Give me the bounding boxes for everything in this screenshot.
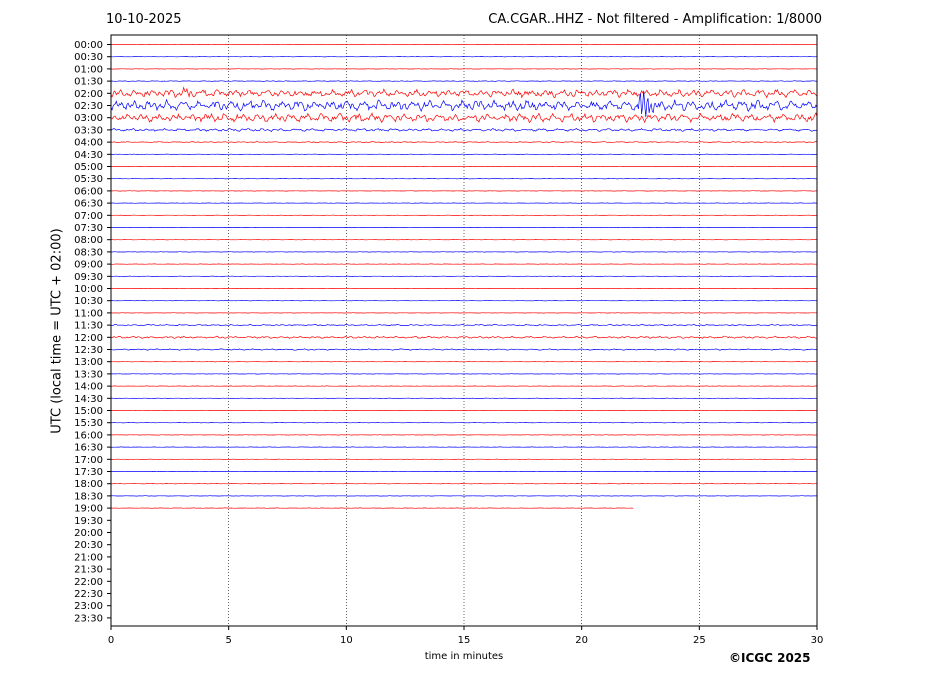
y-tick-label: 11:30 [74, 321, 103, 332]
trace-0130 [110, 80, 818, 82]
y-tick-label: 09:00 [74, 260, 103, 271]
y-tick-label: 05:00 [74, 162, 103, 173]
y-tick-label: 21:30 [74, 565, 103, 576]
x-tick-label: 30 [811, 635, 824, 646]
y-tick-label: 15:30 [74, 418, 103, 429]
y-tick-label: 11:00 [74, 308, 103, 319]
x-axis-label: time in minutes [424, 651, 504, 662]
x-tick-label: 15 [458, 635, 471, 646]
y-tick-label: 06:30 [74, 199, 103, 210]
y-tick-label: 20:00 [74, 528, 103, 539]
plot-frame [110, 34, 818, 627]
trace-0330 [110, 127, 818, 132]
x-tick-label: 10 [340, 635, 353, 646]
y-tick-label: 12:30 [74, 345, 103, 356]
y-tick-label: 03:00 [74, 113, 103, 124]
y-tick-label: 19:00 [74, 504, 103, 515]
y-tick-label: 07:30 [74, 223, 103, 234]
trace-0300 [110, 112, 818, 124]
y-tick-label: 02:30 [74, 101, 103, 112]
y-tick-label: 14:00 [74, 382, 103, 393]
y-tick-label: 22:30 [74, 589, 103, 600]
y-tick-label: 17:00 [74, 455, 103, 466]
y-tick-label: 14:30 [74, 394, 103, 405]
y-tick-label: 10:30 [74, 296, 103, 307]
trace-0200 [110, 86, 818, 99]
x-tick-label: 5 [225, 635, 231, 646]
y-tick-label: 22:00 [74, 577, 103, 588]
y-tick-label: 13:30 [74, 369, 103, 380]
y-tick-label: 13:00 [74, 357, 103, 368]
y-tick-label: 23:30 [74, 613, 103, 624]
chart-title: CA.CGAR..HHZ - Not filtered - Amplificat… [488, 12, 822, 27]
y-tick-label: 07:00 [74, 211, 103, 222]
y-tick-label: 00:30 [74, 52, 103, 63]
y-tick-label: 20:30 [74, 540, 103, 551]
trace-0230 [110, 90, 818, 118]
y-tick-label: 00:00 [74, 40, 103, 51]
trace-0400 [110, 141, 818, 144]
y-axis-label: UTC (local time = UTC + 02:00) [49, 228, 65, 434]
copyright-label: ©ICGC 2025 [729, 651, 811, 665]
y-tick-label: 03:30 [74, 125, 103, 136]
y-tick-label: 21:00 [74, 552, 103, 563]
y-tick-label: 12:00 [74, 333, 103, 344]
date-label: 10-10-2025 [106, 12, 182, 27]
y-tick-label: 01:30 [74, 77, 103, 88]
y-tick-label: 15:00 [74, 406, 103, 417]
y-tick-label: 16:30 [74, 443, 103, 454]
y-tick-label: 17:30 [74, 467, 103, 478]
y-tick-label: 01:00 [74, 64, 103, 75]
y-tick-label: 18:00 [74, 479, 103, 490]
y-tick-label: 10:00 [74, 284, 103, 295]
trace-1200 [110, 335, 818, 339]
trace-1230 [110, 348, 818, 351]
y-tick-label: 19:30 [74, 516, 103, 527]
y-tick-label: 16:00 [74, 430, 103, 441]
y-tick-label: 04:30 [74, 150, 103, 161]
x-tick-label: 20 [575, 635, 588, 646]
y-tick-label: 05:30 [74, 174, 103, 185]
x-tick-label: 25 [693, 635, 706, 646]
trace-1130 [111, 323, 818, 327]
x-tick-label: 0 [108, 635, 114, 646]
y-tick-label: 08:00 [74, 235, 103, 246]
y-tick-label: 06:00 [74, 186, 103, 197]
y-tick-label: 09:30 [74, 272, 103, 283]
y-tick-label: 18:30 [74, 491, 103, 502]
y-tick-label: 08:30 [74, 247, 103, 258]
y-tick-label: 23:00 [74, 601, 103, 612]
y-tick-label: 02:00 [74, 89, 103, 100]
y-tick-label: 04:00 [74, 138, 103, 149]
